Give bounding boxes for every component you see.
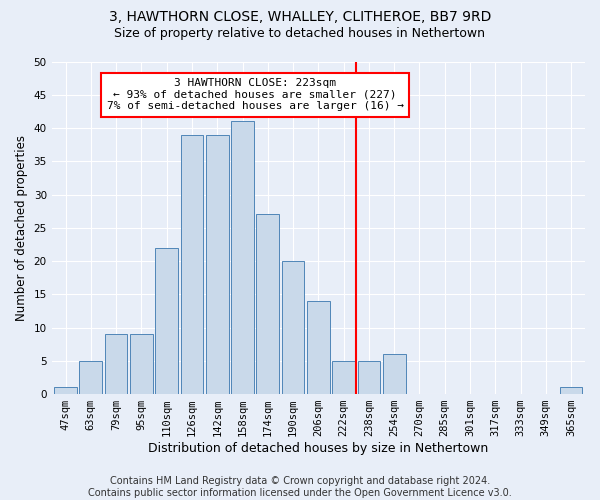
Bar bbox=[79, 361, 102, 394]
Bar bbox=[281, 261, 304, 394]
X-axis label: Distribution of detached houses by size in Nethertown: Distribution of detached houses by size … bbox=[148, 442, 488, 455]
Bar bbox=[155, 248, 178, 394]
Bar bbox=[54, 388, 77, 394]
Bar bbox=[358, 361, 380, 394]
Text: 3, HAWTHORN CLOSE, WHALLEY, CLITHEROE, BB7 9RD: 3, HAWTHORN CLOSE, WHALLEY, CLITHEROE, B… bbox=[109, 10, 491, 24]
Text: Size of property relative to detached houses in Nethertown: Size of property relative to detached ho… bbox=[115, 28, 485, 40]
Y-axis label: Number of detached properties: Number of detached properties bbox=[15, 135, 28, 321]
Bar bbox=[206, 134, 229, 394]
Bar bbox=[181, 134, 203, 394]
Bar bbox=[332, 361, 355, 394]
Bar bbox=[105, 334, 127, 394]
Bar bbox=[307, 301, 330, 394]
Text: Contains HM Land Registry data © Crown copyright and database right 2024.
Contai: Contains HM Land Registry data © Crown c… bbox=[88, 476, 512, 498]
Bar bbox=[383, 354, 406, 394]
Bar bbox=[130, 334, 153, 394]
Bar bbox=[560, 388, 583, 394]
Bar bbox=[256, 214, 279, 394]
Text: 3 HAWTHORN CLOSE: 223sqm
← 93% of detached houses are smaller (227)
7% of semi-d: 3 HAWTHORN CLOSE: 223sqm ← 93% of detach… bbox=[107, 78, 404, 112]
Bar bbox=[231, 122, 254, 394]
